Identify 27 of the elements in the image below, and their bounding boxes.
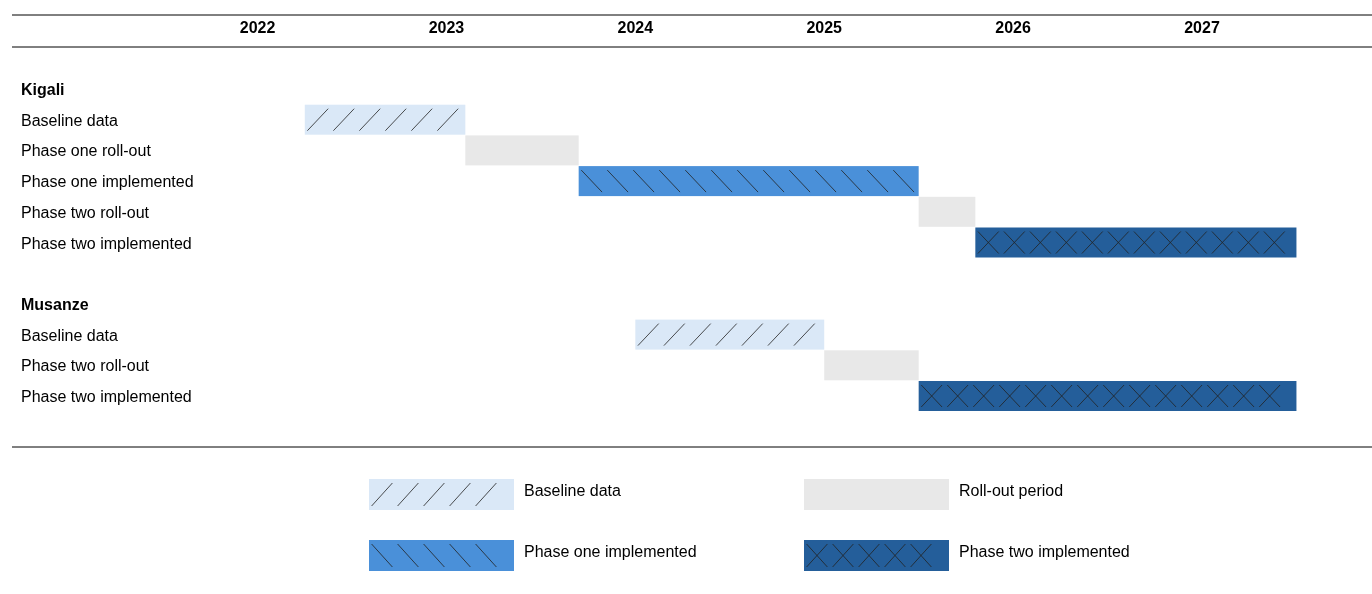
bar [465, 135, 579, 166]
y-tick-label: Phase two implemented [21, 234, 192, 252]
bar [975, 227, 1297, 258]
bar [918, 196, 976, 227]
y-tick-label: Phase two implemented [21, 388, 192, 405]
bar [824, 350, 919, 381]
y-tick-label: Phase two roll-out [21, 203, 150, 221]
bar [918, 381, 1297, 411]
legend-label: Baseline data [524, 482, 622, 499]
legend-label: Phase two implemented [959, 543, 1130, 560]
x-tick-label: 2027 [1184, 19, 1220, 36]
legend-label: Roll-out period [959, 482, 1064, 499]
y-tick-label: Baseline data [21, 326, 119, 344]
x-tick-label: 2022 [239, 19, 276, 36]
x-tick-label: 2026 [995, 19, 1032, 36]
x-tick-label: 2024 [617, 19, 654, 36]
y-tick-label: Kigali [21, 81, 65, 98]
y-tick-label: Phase one implemented [21, 173, 194, 191]
y-tick-label: Musanze [21, 295, 89, 313]
y-tick-label: Phase one roll-out [21, 142, 152, 160]
bar [304, 104, 466, 135]
y-tick-label: Baseline data [21, 111, 119, 129]
x-tick-label: 2025 [806, 19, 843, 36]
legend-label: Phase one implemented [524, 543, 697, 560]
bar [635, 319, 825, 350]
x-tick-label: 2023 [428, 19, 465, 36]
y-tick-label: Phase two roll-out [21, 357, 150, 375]
